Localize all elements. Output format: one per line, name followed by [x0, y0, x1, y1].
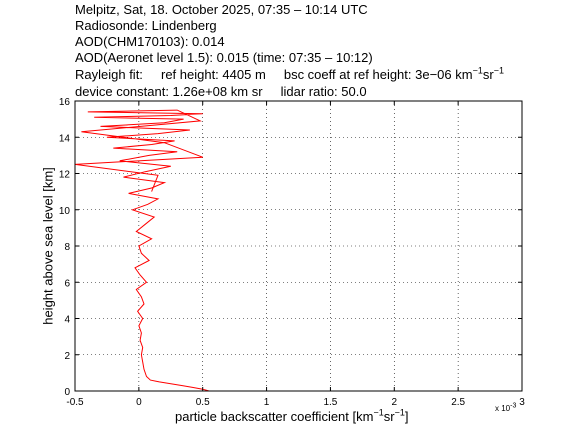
aod-aeronet-label: AOD(Aeronet level 1.5): 0.015 (time: 07:…	[75, 50, 373, 65]
y-tick-label: 4	[64, 315, 70, 326]
x-axis-label: particle backscatter coefficient [km−1sr…	[175, 407, 409, 424]
x-tick-label: -0.5	[66, 397, 84, 408]
x-tick-label: 2.5	[451, 397, 465, 408]
y-axis-label: height above sea level [km]	[40, 167, 56, 325]
x-tick-label: 3	[519, 397, 525, 408]
plot-frame	[74, 100, 523, 392]
ref-height-label: ref height: 4405 m	[160, 67, 266, 82]
y-tick-label: 12	[59, 170, 71, 181]
y-tick-label: 10	[59, 206, 71, 217]
y-tick-label: 2	[64, 351, 70, 362]
grid-lines	[75, 101, 522, 391]
x-tick-label: 0	[136, 397, 142, 408]
bsc-coeff-label: bsc coeff at ref height: 3e−06 km−1sr−1	[283, 65, 504, 82]
radiosonde-label: Radiosonde: Lindenberg	[75, 18, 217, 33]
y-tick-label: 16	[59, 97, 71, 108]
x-tick-label: 1.5	[323, 397, 337, 408]
x-axis-multiplier: x 10-3	[495, 402, 517, 413]
rayleigh-fit-label: Rayleigh fit:	[75, 67, 143, 82]
x-tick-label: 0.5	[196, 397, 210, 408]
lidar-ratio-label: lidar ratio: 50.0	[280, 84, 367, 99]
rayleigh-fit-row: Rayleigh fit: ref height: 4405 m bsc coe…	[75, 65, 504, 82]
y-tick-label: 14	[59, 133, 71, 144]
device-row: device constant: 1.26e+08 km sr lidar ra…	[75, 84, 367, 99]
title-location-date: Melpitz, Sat, 18. October 2025, 07:35 – …	[75, 2, 368, 17]
device-constant-label: device constant: 1.26e+08 km sr	[75, 84, 263, 99]
data-series	[75, 109, 210, 391]
x-tick-label: 1	[264, 397, 270, 408]
y-tick-label: 0	[64, 387, 70, 398]
y-tick-label: 6	[64, 278, 70, 289]
backscatter-profile-line	[75, 109, 210, 391]
aod-chm-label: AOD(CHM170103): 0.014	[75, 34, 225, 49]
x-tick-label: 2	[392, 397, 398, 408]
y-tick-label: 8	[64, 242, 70, 253]
